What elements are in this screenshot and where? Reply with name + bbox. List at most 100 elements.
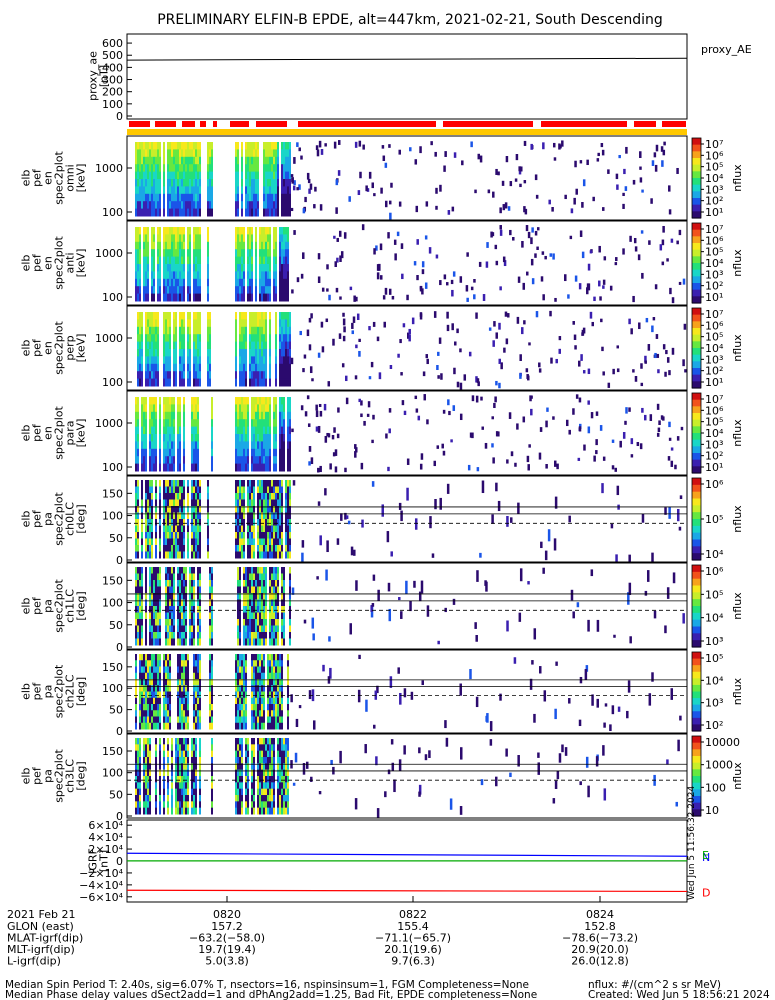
spectrogram-cell [491,443,494,448]
spectrogram-cell [253,599,255,607]
spectrogram-cell [189,201,191,210]
spectrogram-cell [137,807,139,815]
spectrogram-cell [275,179,277,187]
spectrogram-cell [245,434,247,442]
spectrogram-cell [237,208,239,217]
colorbar-segment [692,658,701,666]
spectrogram-cell [163,149,165,158]
spectrogram-cell [155,186,157,195]
spectrogram-cell [275,567,277,574]
spectrogram-cell [289,404,291,413]
spectrogram-cell [179,193,181,202]
spectrogram-cell [235,371,237,380]
spectrogram-cell [235,186,237,195]
spectrogram-cell [567,294,570,299]
spectrogram-cell [302,208,306,214]
y-axis-label-line: pef [31,338,44,357]
spectrogram-cell [141,654,143,661]
spectrogram-cell [151,567,153,574]
spectrogram-cell [247,271,249,280]
spectrogram-cell [265,193,267,202]
spectrogram-cell [147,704,149,711]
spectrogram-cell [279,512,281,520]
colorbar-segment [692,612,701,621]
spectrogram-cell [139,356,141,365]
spectrogram-cell [267,419,269,428]
spectrogram-cell [151,249,153,258]
spectrogram-cell [249,480,251,487]
spectrogram-cell [165,580,167,587]
colorbar-segment [692,640,701,648]
spectrogram-cell [538,368,542,373]
spectrogram-cell [450,439,453,443]
spectrogram-cell [177,666,179,674]
colorbar-tick-label: 10⁵ [705,331,723,344]
spectrogram-cell [429,516,432,529]
spectrogram-cell [165,241,167,250]
footprint-bar-red [443,121,533,127]
spectrogram-cell [141,666,143,674]
spectrogram-cell [658,420,661,425]
spectrogram-cell [552,142,556,148]
spectrogram-cell [267,171,269,180]
spectrogram-cell [239,426,241,435]
spectrogram-cell [167,486,169,494]
spectrogram-cell [167,264,169,272]
spectrogram-cell [165,319,167,328]
spectrogram-cell [265,448,267,457]
spectrogram-cell [137,486,139,494]
spectrogram-cell [155,672,157,680]
spectrogram-cell [135,710,137,717]
spectrogram-cell [185,586,187,594]
spectrogram-cell [237,716,239,724]
spectrogram-cell [334,449,338,456]
spectrogram-cell [287,164,289,173]
spectrogram-cell [241,193,243,202]
spectrogram-cell [259,519,261,526]
spectrogram-cell [237,599,239,607]
spectrogram-cell [251,593,253,600]
spectrogram-cell [179,434,181,442]
spectrogram-cell [173,271,175,280]
spectrogram-cell [177,164,179,173]
spectrogram-cell [189,227,191,235]
spectrogram-cell [235,486,237,494]
spectrogram-cell [257,632,259,639]
spectrogram-cell [287,654,289,661]
spectrogram-cell [287,463,289,472]
spectrogram-cell [243,519,245,526]
spectrogram-cell [253,378,255,387]
spectrogram-cell [149,397,151,405]
y-tick-label: 150 [102,487,123,500]
spectrogram-cell [207,164,209,173]
spectrogram-cell [281,685,283,692]
spectrogram-cell [193,404,195,413]
spectrogram-cell [173,506,175,513]
spectrogram-cell [277,149,279,158]
spectrogram-cell [241,278,243,287]
spectrogram-cell [452,598,456,605]
spectrogram-cell [137,378,139,387]
spectrogram-cell [199,691,201,699]
spectrogram-cell [181,551,183,559]
spectrogram-cell [147,666,149,674]
spectrogram-cell [181,632,183,639]
spectrogram-cell [505,156,509,163]
spectrogram-cell [243,363,245,372]
spectrogram-cell [281,519,283,526]
spectrogram-cell [529,395,532,402]
spectrogram-cell [175,149,177,158]
spectrogram-cell [211,426,213,435]
spectrogram-cell [255,149,257,158]
spectrogram-cell [159,619,161,626]
colorbar-tick-label: 10¹ [705,376,723,389]
spectrogram-cell [151,256,153,265]
spectrogram-cell [167,506,169,513]
spectrogram-cell [267,666,269,674]
spectrogram-cell [207,179,209,187]
spectrogram-cell [674,464,677,470]
spectrogram-cell [257,156,259,165]
colorbar-label-text: nflux [731,505,744,533]
spectrogram-cell [597,152,600,157]
